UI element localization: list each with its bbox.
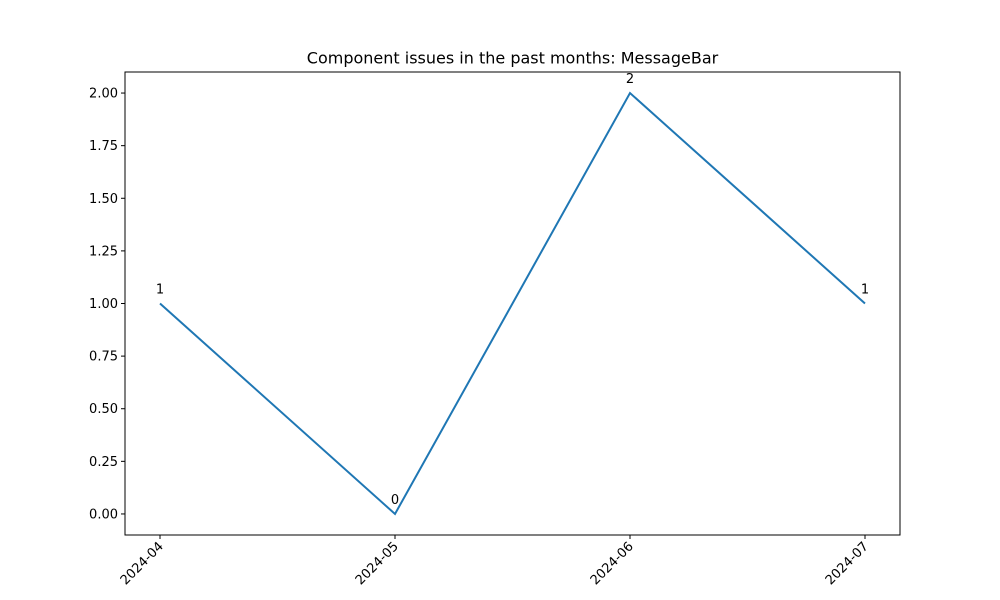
y-tick-label: 2.00	[89, 87, 118, 102]
y-tick-label: 1.75	[89, 139, 118, 154]
x-axis: 2024-04 2024-05 2024-06 2024-07	[118, 535, 872, 588]
y-tick-label: 1.00	[89, 297, 118, 312]
data-labels: 1 0 2 1	[156, 72, 869, 508]
data-label: 1	[861, 283, 869, 298]
series-layer	[159, 91, 866, 516]
data-label: 2	[626, 72, 634, 87]
x-tick-label: 2024-07	[823, 539, 872, 588]
y-tick-label: 0.25	[89, 455, 118, 470]
y-tick-label: 1.25	[89, 244, 118, 259]
y-tick-label: 0.75	[89, 350, 118, 365]
data-label: 1	[156, 283, 164, 298]
y-tick-label: 1.50	[89, 192, 118, 207]
x-tick-label: 2024-06	[588, 539, 637, 588]
y-tick-label: 0.00	[89, 507, 118, 522]
chart-title: Component issues in the past months: Mes…	[307, 49, 719, 68]
x-tick-label: 2024-05	[353, 539, 402, 588]
data-label: 0	[391, 493, 399, 508]
y-tick-label: 0.50	[89, 402, 118, 417]
y-axis: 0.00 0.25 0.50 0.75 1.00 1.25 1.50 1.75 2.00	[89, 87, 125, 522]
x-tick-label: 2024-04	[118, 539, 167, 588]
series-line	[159, 91, 866, 516]
